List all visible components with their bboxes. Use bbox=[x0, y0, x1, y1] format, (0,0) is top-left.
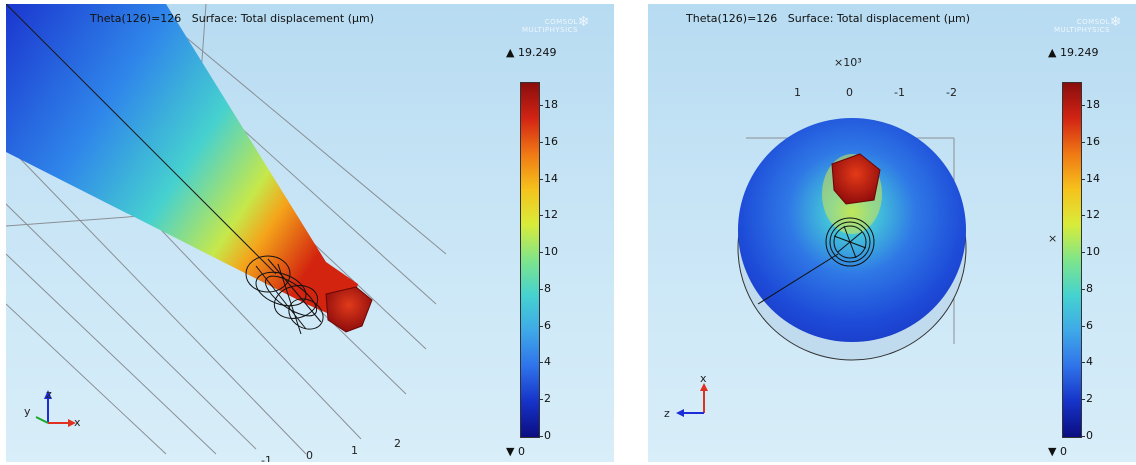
colorbar-tick-mark bbox=[539, 178, 543, 180]
axis-number: 0 bbox=[846, 86, 853, 99]
max-value: 19.249 bbox=[1059, 46, 1099, 59]
colorbar-tick-mark bbox=[1081, 436, 1085, 437]
colorbar-tick-mark bbox=[539, 436, 543, 437]
colorbar-tick-label: 2 bbox=[1086, 392, 1093, 406]
colorbar-tick-mark bbox=[1081, 104, 1085, 106]
scale-label: ×10³ bbox=[834, 56, 862, 69]
colorbar-tick-label: 12 bbox=[1086, 208, 1100, 222]
axis-numbers: -1 0 1 2 bbox=[261, 437, 401, 462]
colorbar-tick-label: 10 bbox=[544, 245, 558, 259]
plot-header: Theta(126)=126 Surface: Total displaceme… bbox=[90, 12, 375, 25]
colorbar-tick-label: 8 bbox=[1086, 281, 1093, 295]
side-label: × bbox=[1048, 232, 1057, 245]
comsol-logo: COMSOL MULTIPHYSICS ❄ bbox=[488, 15, 590, 34]
plot-panel-left: -1 0 1 2 z y x Theta(126)=126 Surface: T… bbox=[6, 4, 614, 462]
colorbar-tick-mark bbox=[539, 215, 543, 217]
colorbar-tick-label: 6 bbox=[1086, 318, 1093, 332]
right-3d-scene: ×10³ 1 0 -1 -2 × x z bbox=[664, 56, 1057, 420]
min-value: 0 bbox=[1059, 445, 1067, 458]
wire-ring bbox=[757, 217, 875, 305]
axis-numbers: ×10³ 1 0 -1 -2 × bbox=[794, 56, 1057, 245]
logo-icon: ❄ bbox=[1109, 14, 1122, 30]
colorbar-tick-label: 0 bbox=[1086, 429, 1093, 442]
axis-number: 2 bbox=[394, 437, 401, 450]
colorbar-tick-label: 0 bbox=[544, 429, 551, 442]
plot-header: Theta(126)=126 Surface: Total displaceme… bbox=[686, 12, 971, 25]
colorbar-tick-mark bbox=[539, 104, 543, 106]
colorbar-tick-label: 8 bbox=[544, 281, 551, 295]
min-value: 0 bbox=[517, 445, 525, 458]
left-3d-scene: -1 0 1 2 z y x bbox=[6, 4, 447, 462]
colorbar-tick-mark bbox=[539, 288, 543, 290]
triad-label: z bbox=[664, 407, 670, 420]
axis-triad: x z bbox=[664, 372, 708, 420]
logo-icon: ❄ bbox=[577, 14, 590, 30]
colorbar-tick-mark bbox=[1081, 399, 1085, 401]
colorbar-tick-mark bbox=[539, 252, 543, 254]
colorbar-tick-mark bbox=[539, 399, 543, 401]
max-value-label: ▲ 19.249 bbox=[1048, 46, 1099, 59]
colorbar-tick-mark bbox=[1081, 252, 1085, 254]
colorbar-tick-label: 12 bbox=[544, 208, 558, 222]
colorbar-tick-mark bbox=[539, 362, 543, 364]
colorbar-tick-label: 6 bbox=[544, 318, 551, 332]
colorbar-tick-mark bbox=[1081, 362, 1085, 364]
colorbar-tick-label: 2 bbox=[544, 392, 551, 406]
colorbar-tick-mark bbox=[1081, 178, 1085, 180]
cylinder bbox=[737, 118, 967, 361]
plot-panel-right: ×10³ 1 0 -1 -2 × x z Theta(126)=126 Surf… bbox=[648, 4, 1136, 462]
beam-tip bbox=[325, 286, 373, 333]
triad-label: x bbox=[700, 372, 707, 385]
max-value-label: ▲ 19.249 bbox=[506, 46, 557, 59]
colorbar bbox=[520, 82, 540, 438]
axis-triad: z y x bbox=[24, 388, 81, 429]
max-value: 19.249 bbox=[517, 46, 557, 59]
colorbar-tick-label: 4 bbox=[544, 355, 551, 369]
axis-number: 1 bbox=[794, 86, 801, 99]
colorbar-tick-mark bbox=[539, 141, 543, 143]
colorbar-tick-mark bbox=[1081, 141, 1085, 143]
colorbar-tick-label: 14 bbox=[1086, 171, 1100, 185]
triad-label: z bbox=[46, 388, 52, 401]
logo-text: MULTIPHYSICS bbox=[521, 26, 578, 34]
axis-number: -1 bbox=[261, 454, 272, 462]
colorbar-tick-mark bbox=[539, 325, 543, 327]
colorbar bbox=[1062, 82, 1082, 438]
colorbar-tick-mark bbox=[1081, 215, 1085, 217]
wire-coil bbox=[245, 255, 324, 335]
min-value-label: ▼ 0 bbox=[1048, 445, 1067, 458]
min-value-label: ▼ 0 bbox=[506, 445, 525, 458]
axis-number: 1 bbox=[351, 444, 358, 457]
axis-number: -1 bbox=[894, 86, 905, 99]
colorbar-tick-label: 10 bbox=[1086, 245, 1100, 259]
colorbar-tick-mark bbox=[1081, 325, 1085, 327]
colorbar-tick-mark bbox=[1081, 288, 1085, 290]
comsol-logo: COMSOL MULTIPHYSICS ❄ bbox=[1020, 15, 1122, 34]
colorbar-tick-label: 16 bbox=[544, 134, 558, 148]
colorbar-tick-label: 14 bbox=[544, 171, 558, 185]
beam-body bbox=[6, 4, 358, 322]
colorbar-tick-label: 18 bbox=[1086, 97, 1100, 111]
logo-text: MULTIPHYSICS bbox=[1053, 26, 1110, 34]
axis-number: -2 bbox=[946, 86, 957, 99]
colorbar-tick-label: 18 bbox=[544, 97, 558, 111]
colorbar-tick-label: 4 bbox=[1086, 355, 1093, 369]
triad-label: y bbox=[24, 405, 31, 418]
triad-label: x bbox=[74, 416, 81, 429]
colorbar-tick-label: 16 bbox=[1086, 134, 1100, 148]
axis-number: 0 bbox=[306, 449, 313, 462]
logo-text: COMSOL bbox=[544, 18, 578, 26]
logo-text: COMSOL bbox=[1076, 18, 1110, 26]
